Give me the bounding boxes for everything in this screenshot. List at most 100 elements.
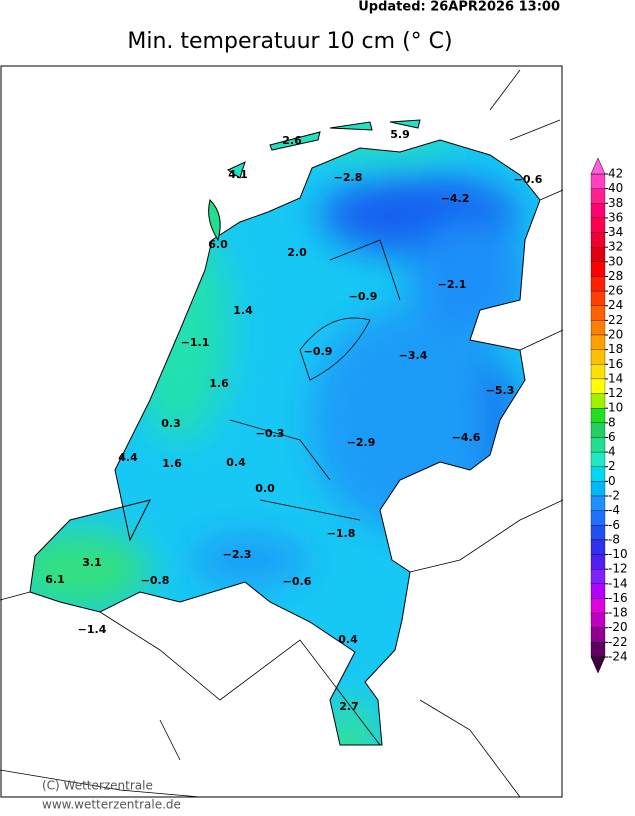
- colorbar-label: -6: [608, 518, 620, 532]
- colorbar-label: 10: [608, 401, 623, 415]
- colorbar-band: [590, 451, 606, 467]
- colorbar-band: [590, 422, 606, 438]
- colorbar-label: 24: [608, 298, 623, 312]
- colorbar-band: [590, 554, 606, 570]
- title: Min. temperatuur 10 cm (° C): [127, 29, 452, 54]
- colorbar-label: 28: [608, 269, 623, 283]
- colorbar-band: [590, 232, 606, 248]
- colorbar-label: 26: [608, 284, 623, 298]
- colorbar-label: 34: [608, 225, 623, 239]
- station-value: −0.3: [256, 427, 285, 440]
- station-value: 0.4: [338, 633, 358, 646]
- station-value: 2.6: [282, 134, 302, 147]
- colorbar-label: 40: [608, 181, 623, 195]
- colorbar-label: -4: [608, 503, 620, 517]
- station-value: 0.0: [255, 482, 275, 495]
- colorbar-label: 42: [608, 167, 623, 181]
- colorbar-label: 30: [608, 254, 623, 268]
- colorbar-band: [590, 495, 606, 511]
- colorbar-band: [590, 510, 606, 526]
- border: [0, 69, 564, 798]
- colorbar-label: 4: [608, 445, 616, 459]
- colorbar-label: -18: [608, 606, 628, 620]
- station-value: 2.0: [287, 246, 307, 259]
- copyright: (C) Wetterzentrale: [42, 779, 153, 793]
- station-value: −1.4: [78, 623, 107, 636]
- station-value: −1.8: [327, 527, 356, 540]
- station-value: 3.1: [82, 556, 102, 569]
- colorbar-label: -14: [608, 576, 628, 590]
- colorbar-band: [590, 569, 606, 584]
- colorbar-label: 32: [608, 240, 623, 254]
- station-value: −0.6: [283, 575, 312, 588]
- station-value: 6.0: [208, 238, 228, 251]
- station-value: 0.3: [161, 417, 181, 430]
- colorbar-label: -12: [608, 562, 628, 576]
- colorbar-band: [590, 320, 606, 336]
- colorbar-band: [590, 466, 606, 482]
- colorbar-band: [590, 217, 606, 233]
- station-value: −0.8: [141, 574, 170, 587]
- station-value: −2.1: [438, 278, 467, 291]
- station-value: −4.6: [452, 431, 481, 444]
- colorbar-band: [590, 247, 606, 262]
- colorbar-band: [590, 642, 606, 658]
- colorbar-label: -16: [608, 591, 628, 605]
- colorbar-label: 20: [608, 328, 623, 342]
- island: [208, 199, 221, 242]
- colorbar-label: -20: [608, 620, 628, 634]
- colorbar: 424038363432302826242220181614121086420-…: [590, 157, 628, 674]
- station-value: 4.1: [228, 168, 248, 181]
- colorbar-band: [590, 583, 606, 599]
- colorbar-label: 22: [608, 313, 623, 327]
- colorbar-band: [590, 173, 606, 189]
- station-value: 2.7: [339, 700, 359, 713]
- station-value: −1.1: [181, 336, 210, 349]
- colorbar-label: 6: [608, 430, 616, 444]
- colorbar-band: [590, 525, 606, 541]
- colorbar-label: -22: [608, 635, 628, 649]
- colorbar-label: 0: [608, 474, 616, 488]
- colorbar-label: -2: [608, 489, 620, 503]
- colorbar-label: 8: [608, 415, 616, 429]
- station-value: 0.4: [226, 456, 246, 469]
- province-border: [229, 239, 401, 521]
- colorbar-band: [590, 261, 606, 277]
- station-value: −4.2: [441, 192, 470, 205]
- colorbar-under: [590, 656, 606, 674]
- station-value: −0.9: [349, 290, 378, 303]
- colorbar-over: [590, 157, 606, 175]
- colorbar-label: -10: [608, 547, 628, 561]
- colorbar-label: 16: [608, 357, 623, 371]
- colorbar-label: 18: [608, 342, 623, 356]
- colorbar-band: [590, 334, 606, 350]
- station-value: 1.6: [209, 377, 229, 390]
- station-value: −0.6: [514, 173, 543, 186]
- colorbar-band: [590, 539, 606, 555]
- station-value: −0.9: [304, 345, 333, 358]
- colorbar-label: 36: [608, 210, 623, 224]
- colorbar-band: [590, 276, 606, 292]
- station-value: −2.9: [347, 436, 376, 449]
- colorbar-band: [590, 437, 606, 453]
- updated: Updated: 26APR2026 13:00: [358, 0, 560, 15]
- colorbar-band: [590, 481, 606, 497]
- station-value: 1.4: [233, 304, 253, 317]
- colorbar-band: [590, 305, 606, 321]
- colorbar-label: 2: [608, 459, 616, 473]
- colorbar-band: [590, 290, 606, 306]
- station-value: −3.4: [399, 349, 428, 362]
- station-value: −2.8: [334, 171, 363, 184]
- colorbar-band: [590, 188, 606, 204]
- station-value: 4.4: [118, 451, 138, 464]
- colorbar-label: 14: [608, 371, 623, 385]
- station-value: −5.3: [486, 384, 515, 397]
- station-value: 6.1: [45, 573, 65, 586]
- station-value: 1.6: [162, 457, 182, 470]
- colorbar-band: [590, 393, 606, 409]
- colorbar-label: -24: [608, 650, 628, 664]
- colorbar-band: [590, 378, 606, 394]
- colorbar-band: [590, 349, 606, 365]
- url: www.wetterzentrale.de: [42, 798, 181, 812]
